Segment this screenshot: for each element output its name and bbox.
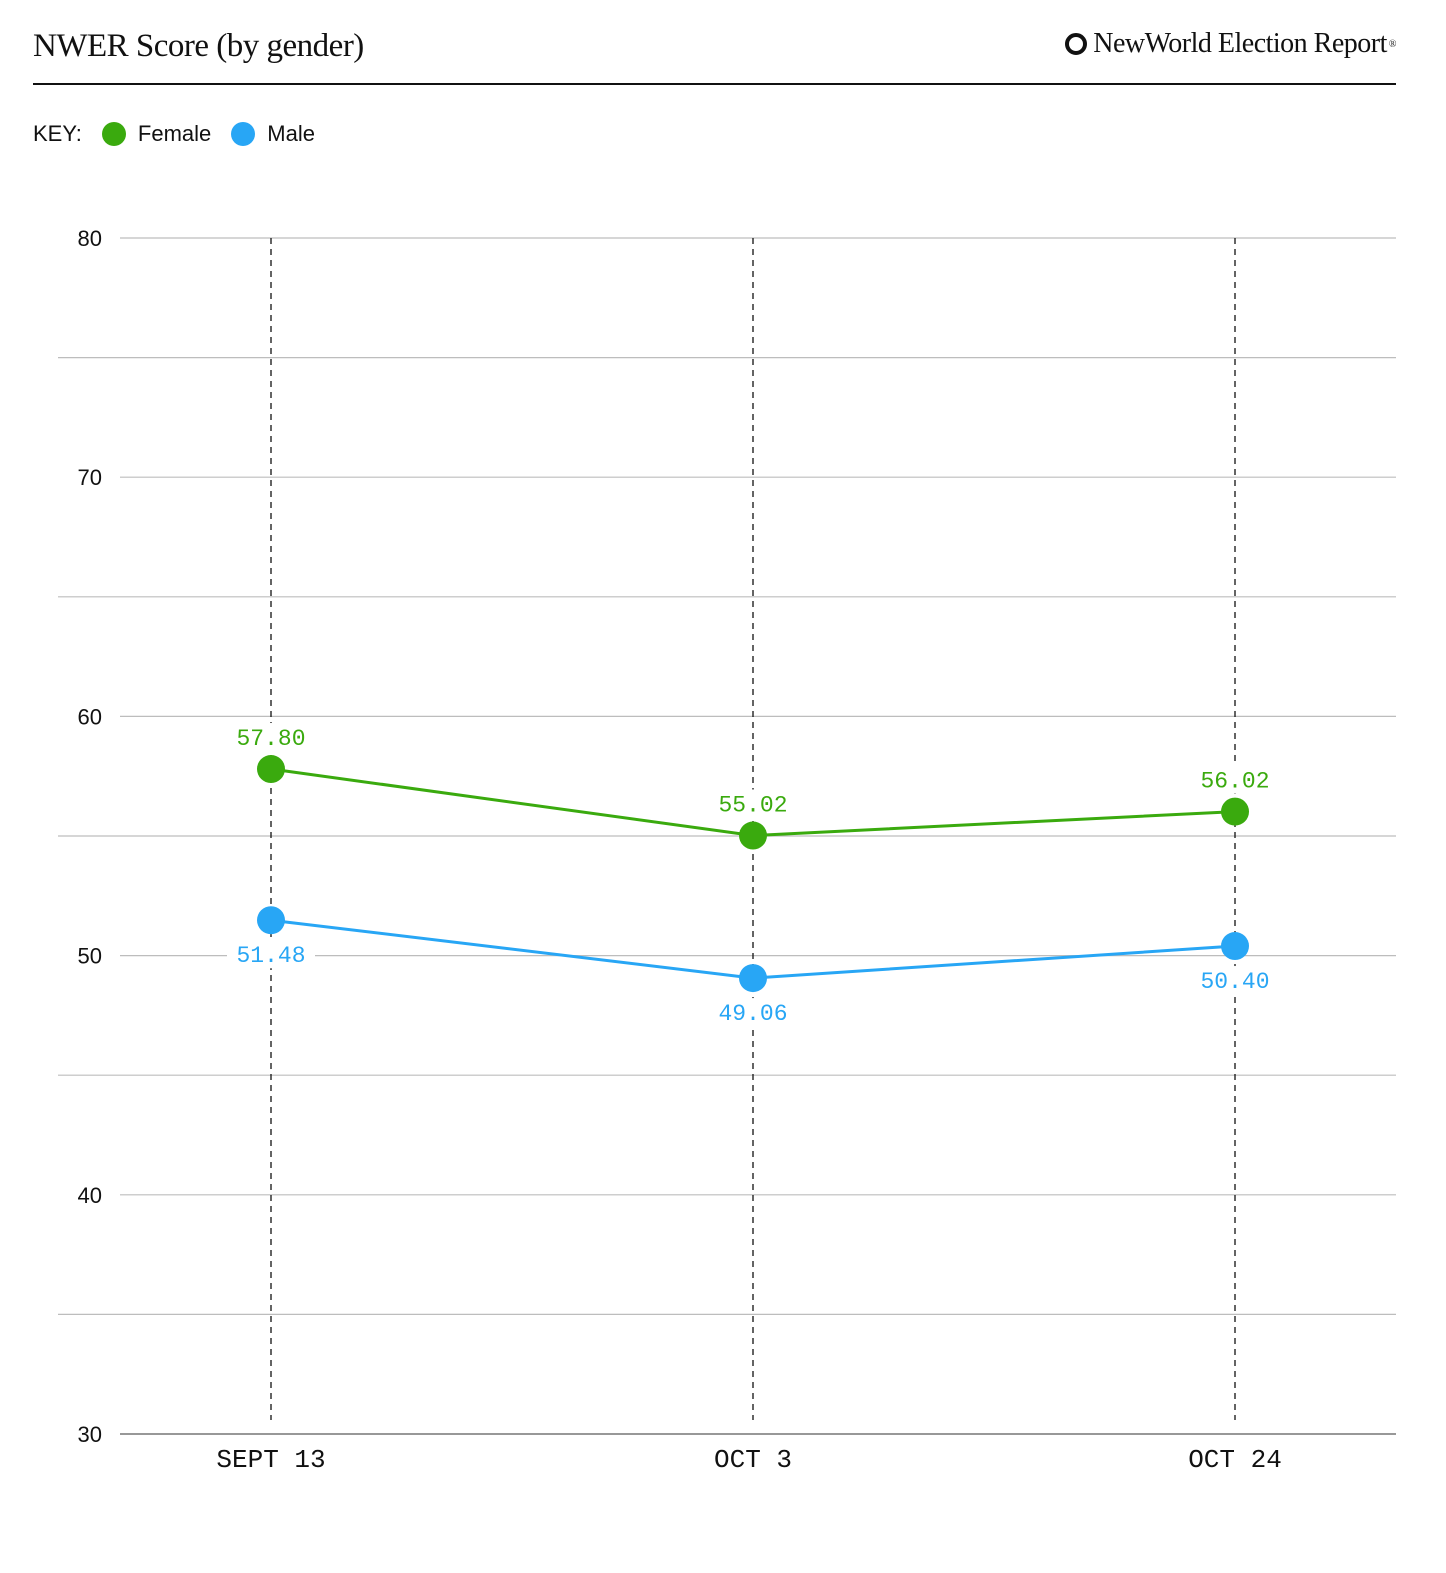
legend-key-label: KEY: [33, 121, 82, 146]
data-label-bg [1191, 966, 1279, 995]
data-point-male [739, 964, 767, 993]
chart-title: NWER Score (by gender) [33, 28, 364, 64]
data-label-male: 50.40 [1200, 969, 1269, 995]
data-label-female: 56.02 [1200, 769, 1269, 795]
y-tick-label: 30 [78, 1422, 102, 1447]
y-tick-label: 70 [78, 465, 102, 490]
y-tick-label: 50 [78, 944, 102, 969]
brand-logo: NewWorld Election Report ® [1065, 28, 1397, 60]
data-label-female: 57.80 [236, 726, 305, 752]
y-tick-label: 80 [78, 226, 102, 251]
data-point-female [257, 755, 285, 784]
brand-name: NewWorld Election Report [1093, 28, 1387, 59]
data-label-male: 49.06 [718, 1001, 787, 1027]
registered-mark: ® [1388, 38, 1397, 50]
data-label-female: 55.02 [718, 793, 787, 819]
data-label-bg [227, 940, 315, 969]
x-tick-label: OCT 3 [714, 1445, 792, 1475]
data-label-bg [227, 723, 315, 752]
data-point-male [257, 906, 285, 935]
data-label-bg [1191, 765, 1279, 794]
header-divider [33, 83, 1396, 85]
data-label-male: 51.48 [236, 943, 305, 969]
y-tick-label: 40 [78, 1183, 102, 1208]
y-tick-label: 60 [78, 704, 102, 729]
data-label-bg [709, 789, 797, 818]
legend: KEY: Female Male [33, 121, 315, 147]
circle-logo-icon [1065, 33, 1088, 55]
legend-male-label: Male [267, 121, 315, 146]
legend-item-female: Female [101, 121, 212, 147]
data-point-female [739, 821, 767, 850]
legend-item-male: Male [231, 121, 315, 147]
legend-female-dot-icon [101, 122, 126, 146]
data-label-bg [709, 998, 797, 1027]
legend-male-dot-icon [231, 122, 256, 146]
data-point-male [1221, 932, 1249, 961]
legend-female-label: Female [137, 121, 212, 146]
x-tick-label: SEPT 13 [216, 1445, 325, 1475]
data-point-female [1221, 797, 1249, 826]
x-tick-label: OCT 24 [1188, 1445, 1282, 1475]
